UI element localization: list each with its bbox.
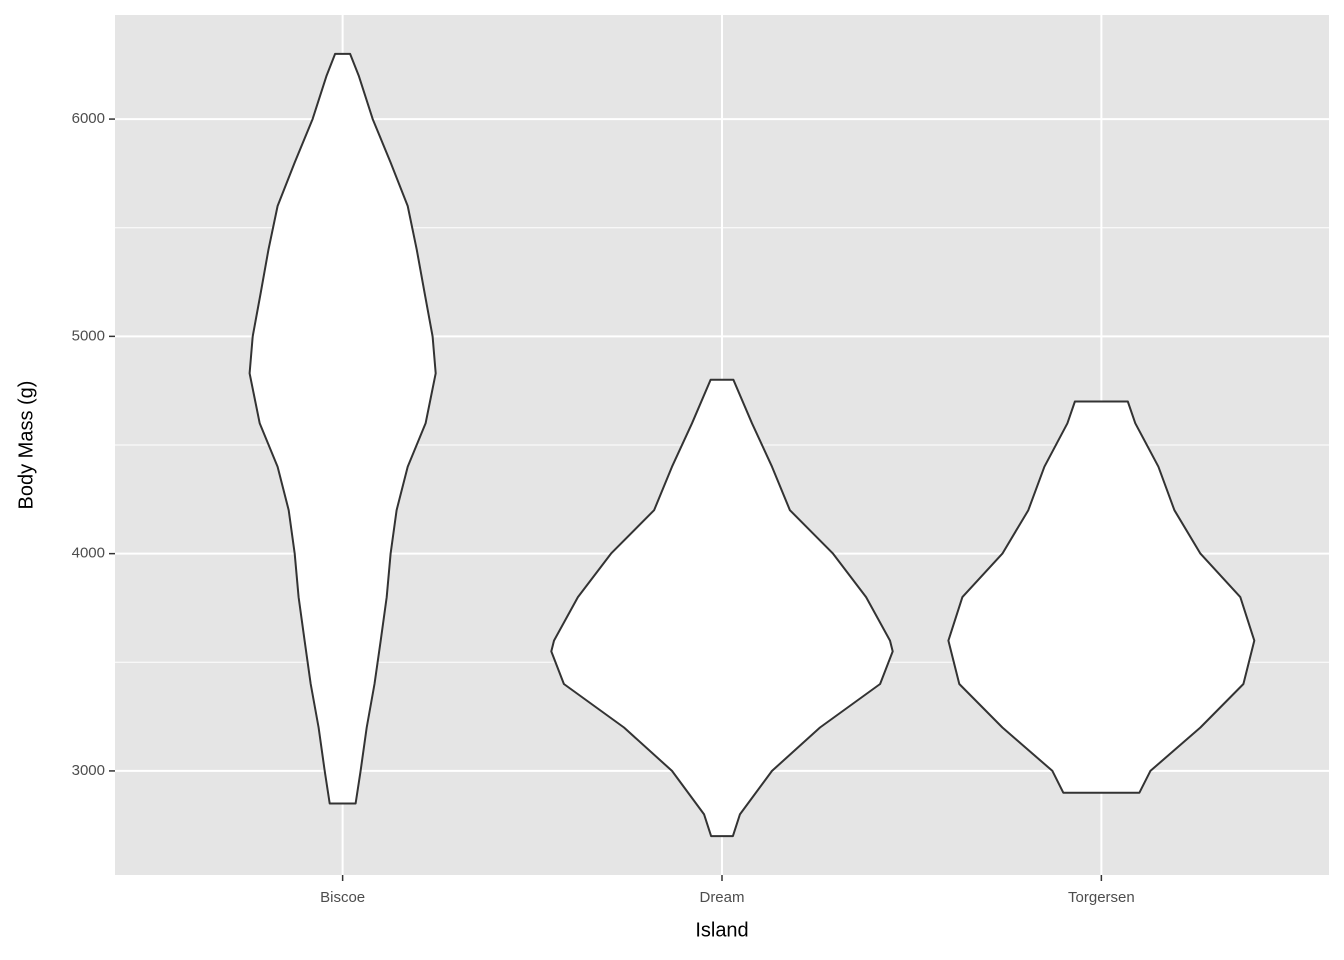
violin bbox=[550, 378, 894, 838]
x-tick-label: Dream bbox=[699, 889, 744, 906]
violin bbox=[248, 52, 437, 805]
x-tick-label: Biscoe bbox=[320, 889, 365, 906]
y-tick-label: 6000 bbox=[72, 110, 105, 127]
y-axis-title: Body Mass (g) bbox=[15, 381, 37, 510]
y-tick-label: 3000 bbox=[72, 762, 105, 779]
x-tick-label: Torgersen bbox=[1068, 889, 1135, 906]
y-tick-label: 5000 bbox=[72, 327, 105, 344]
violin bbox=[947, 400, 1256, 794]
x-axis-title: Island bbox=[695, 919, 748, 941]
y-tick-label: 4000 bbox=[72, 545, 105, 562]
